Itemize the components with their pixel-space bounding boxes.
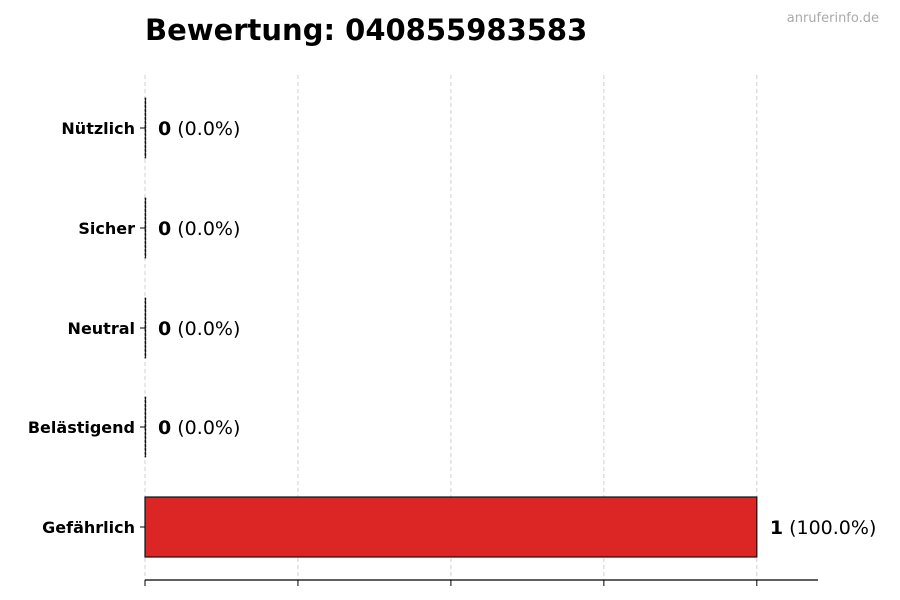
percent-label: (100.0%) bbox=[783, 517, 876, 539]
data-label: 0 (0.0%) bbox=[158, 118, 240, 140]
watermark: anruferinfo.de bbox=[787, 11, 879, 26]
percent-label: (0.0%) bbox=[171, 118, 240, 140]
value-label: 0 bbox=[158, 318, 171, 340]
y-tick-label: Gefährlich bbox=[42, 518, 135, 537]
bar bbox=[144, 297, 147, 359]
value-label: 0 bbox=[158, 118, 171, 140]
data-label: 0 (0.0%) bbox=[158, 218, 240, 240]
y-tick-label: Sicher bbox=[78, 219, 135, 238]
value-label: 0 bbox=[158, 218, 171, 240]
bar bbox=[144, 496, 758, 558]
percent-label: (0.0%) bbox=[171, 417, 240, 439]
data-label: 0 (0.0%) bbox=[158, 417, 240, 439]
y-tick-label: Nützlich bbox=[61, 119, 135, 138]
y-tick-label: Neutral bbox=[68, 319, 135, 338]
chart-title: Bewertung: 040855983583 bbox=[145, 13, 587, 47]
data-label: 1 (100.0%) bbox=[770, 517, 877, 539]
data-label: 0 (0.0%) bbox=[158, 318, 240, 340]
percent-label: (0.0%) bbox=[171, 318, 240, 340]
percent-label: (0.0%) bbox=[171, 218, 240, 240]
value-label: 0 bbox=[158, 417, 171, 439]
bar bbox=[144, 197, 147, 259]
value-label: 1 bbox=[770, 517, 783, 539]
y-tick-label: Belästigend bbox=[28, 418, 135, 437]
bar bbox=[144, 396, 147, 458]
bar bbox=[144, 97, 147, 159]
